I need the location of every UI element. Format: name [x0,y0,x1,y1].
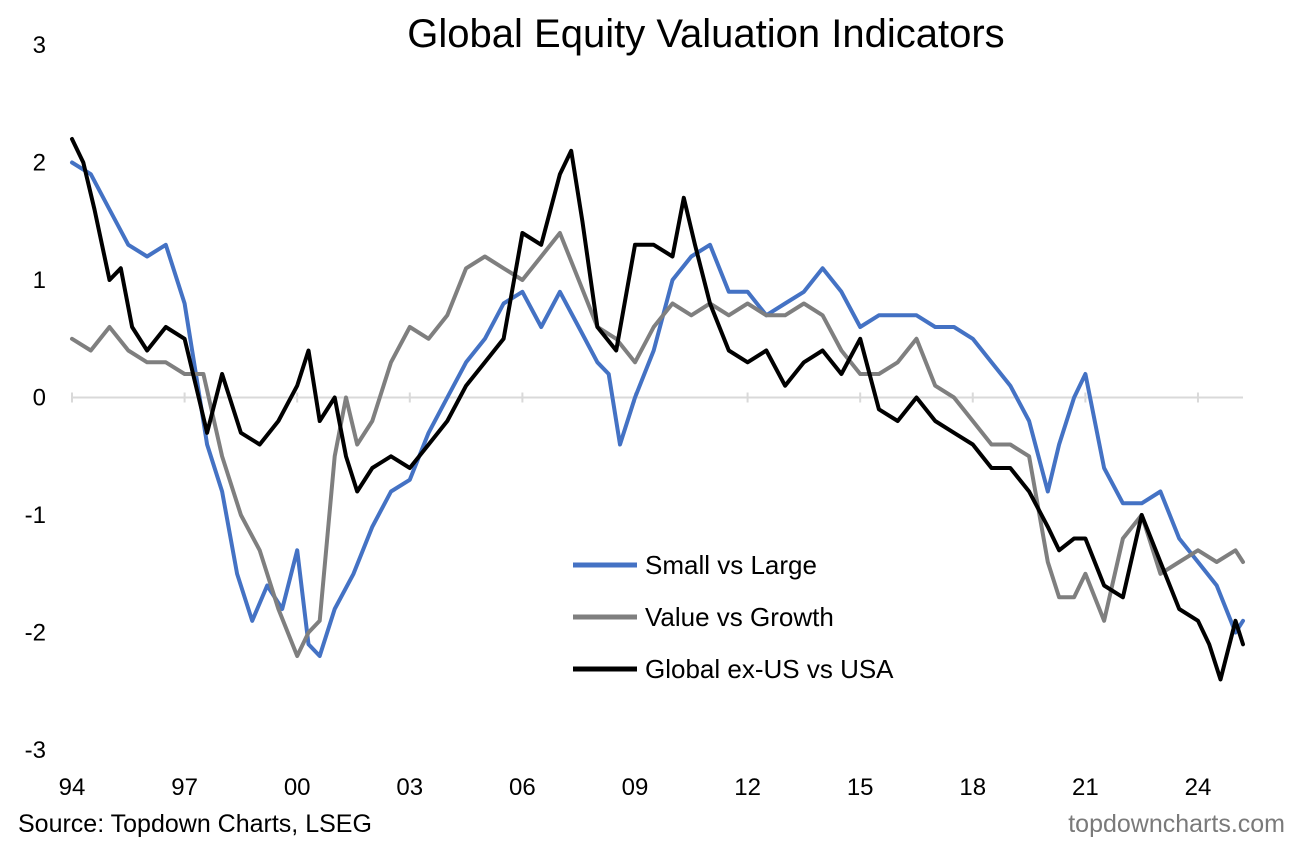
series-line-small-vs-large [70,160,1245,658]
legend-label-global-ex-us-vs-usa: Global ex-US vs USA [645,654,894,684]
y-tick-label: 2 [33,150,46,177]
y-tick-label: -3 [25,737,46,764]
x-tick-label: 18 [959,774,986,801]
series-lines [70,137,1245,682]
series-line-value-vs-growth [70,231,1245,658]
x-tick-label: 21 [1072,774,1099,801]
x-tick-label: 09 [622,774,649,801]
x-tick-label: 00 [284,774,311,801]
legend-label-small-vs-large: Small vs Large [645,550,817,580]
x-tick-label: 24 [1185,774,1212,801]
x-tick-label: 15 [847,774,874,801]
y-tick-label: 3 [33,32,46,59]
series-line-global-ex-us-vs-usa [70,137,1245,682]
x-tick-label: 06 [509,774,536,801]
y-tick-label: -2 [25,620,46,647]
brand-watermark: topdowncharts.com [1068,810,1285,838]
chart-title: Global Equity Valuation Indicators [407,12,1004,56]
x-tick-label: 03 [396,774,423,801]
y-tick-label: 1 [33,267,46,294]
x-tick-label: 94 [59,774,86,801]
y-tick-label: -1 [25,502,46,529]
legend-label-value-vs-growth: Value vs Growth [645,602,834,632]
legend: Small vs Large Value vs Growth Global ex-U… [573,550,894,684]
x-tick-label: 97 [171,774,198,801]
x-tick-label: 12 [734,774,761,801]
y-tick-label: 0 [33,385,46,412]
y-axis: 3 2 1 0 -1 -2 -3 [25,32,46,764]
source-note: Source: Topdown Charts, LSEG [18,810,372,838]
